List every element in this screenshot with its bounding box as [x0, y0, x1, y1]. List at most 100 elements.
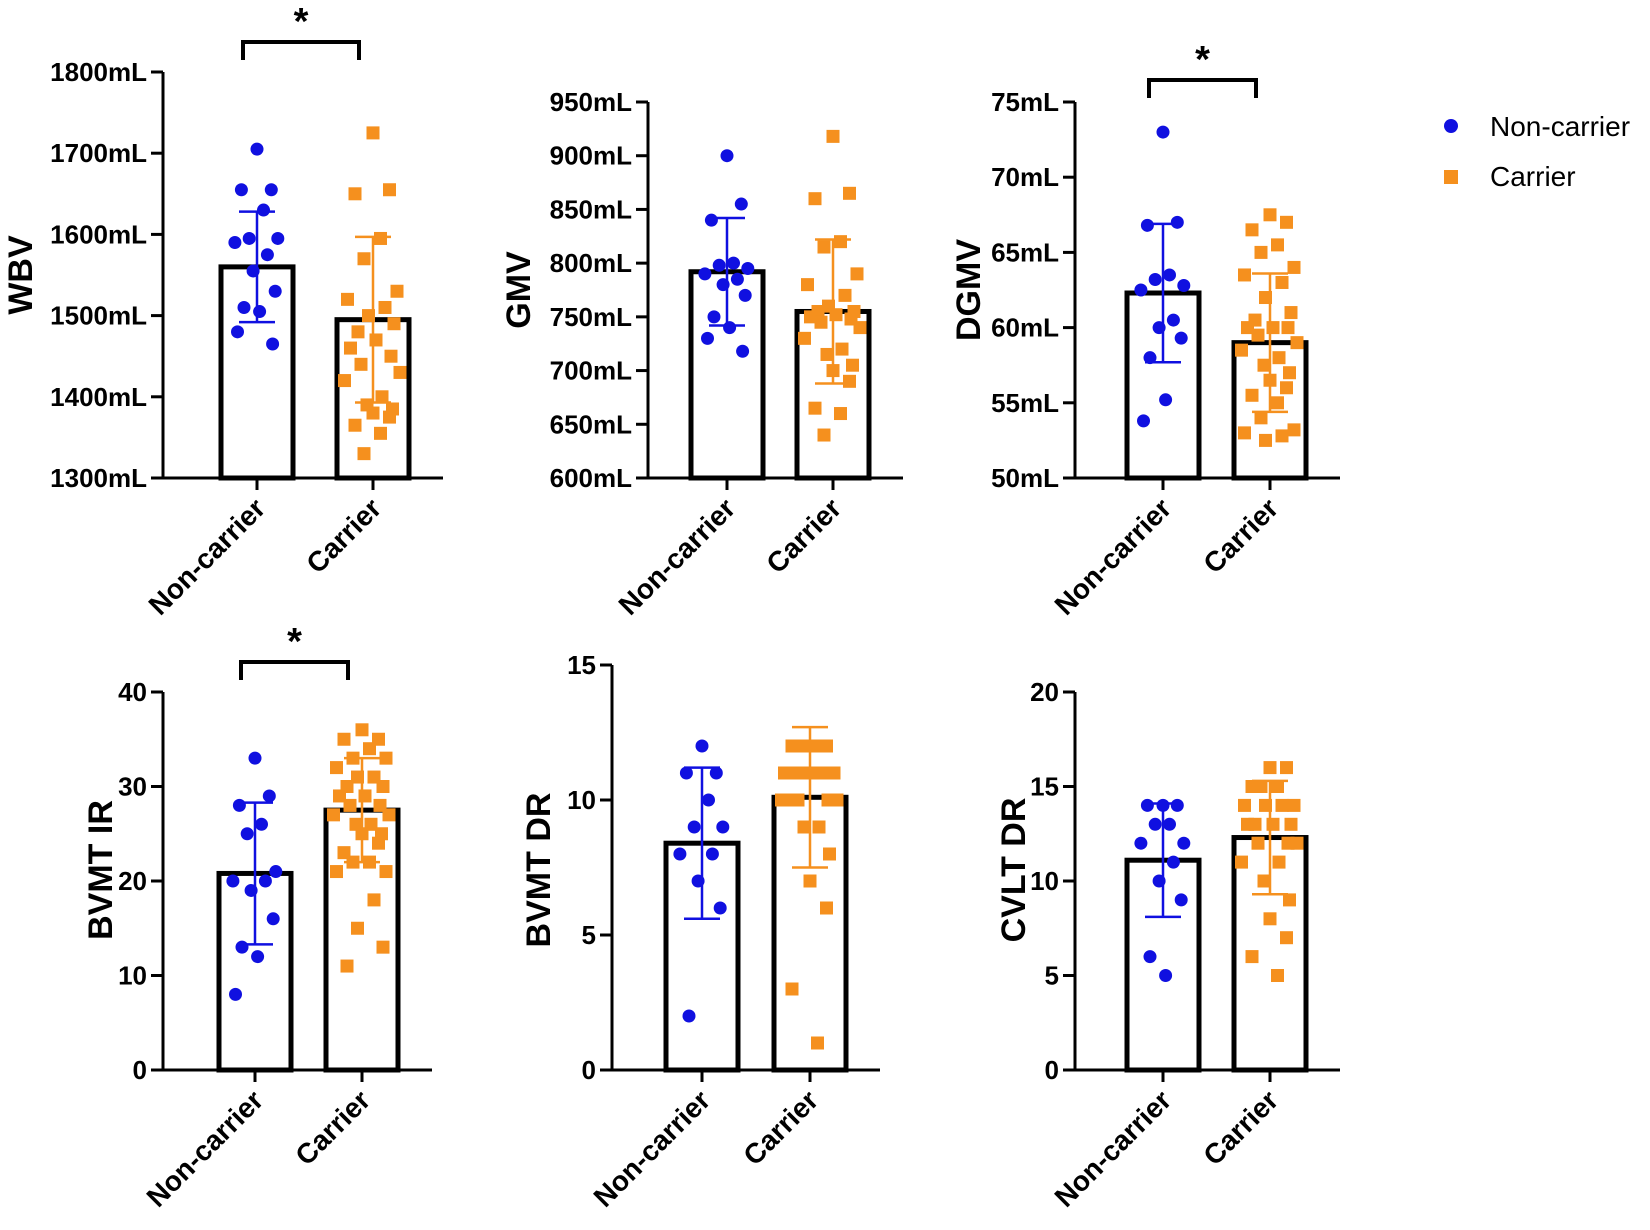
point-noncarrier [687, 820, 701, 834]
point-noncarrier [258, 874, 272, 888]
point-noncarrier [707, 310, 721, 324]
category-label-carrier: Carrier [1197, 1084, 1284, 1171]
significance-star: * [287, 621, 302, 663]
y-tick-label: 0 [582, 1055, 596, 1085]
point-carrier [379, 751, 393, 765]
point-carrier [382, 808, 396, 822]
point-carrier [1263, 761, 1277, 775]
category-label-noncarrier: Non-carrier [588, 1084, 717, 1213]
y-tick-label: 10 [567, 785, 596, 815]
y-tick-label: 0 [1045, 1055, 1059, 1085]
point-carrier [1271, 780, 1284, 793]
point-carrier [1271, 969, 1284, 982]
point-carrier [1280, 215, 1293, 229]
point-carrier [1235, 855, 1248, 869]
point-carrier [393, 365, 407, 379]
point-carrier [367, 893, 381, 907]
point-carrier [785, 982, 799, 996]
point-noncarrier [229, 987, 242, 1001]
point-carrier [387, 317, 401, 331]
y-tick-label: 20 [1030, 677, 1059, 707]
point-noncarrier [1177, 278, 1191, 292]
point-noncarrier [226, 874, 240, 888]
point-noncarrier [237, 300, 251, 314]
point-noncarrier [235, 940, 249, 954]
point-carrier [337, 732, 351, 746]
significance-bracket [239, 660, 350, 680]
point-carrier [1287, 260, 1301, 274]
legend-label-carrier: Carrier [1490, 161, 1576, 192]
point-carrier [1283, 366, 1296, 380]
point-noncarrier [673, 847, 687, 861]
y-tick-label: 5 [582, 920, 596, 950]
point-carrier [1254, 245, 1268, 259]
point-noncarrier [712, 258, 726, 272]
y-tick-label: 1700mL [50, 138, 147, 168]
panel-bvmt-ir: 0 10 20 30 40 Non-carrier Carrier BVMT IR * [82, 621, 432, 1213]
point-carrier [843, 374, 856, 388]
point-carrier [333, 789, 346, 803]
significance-star: * [294, 1, 309, 43]
point-carrier [794, 739, 808, 753]
y-tick-label: 5 [1045, 961, 1059, 991]
point-carrier [1272, 351, 1286, 365]
point-noncarrier [702, 793, 715, 807]
point-carrier [1251, 836, 1265, 850]
point-noncarrier [682, 1009, 696, 1023]
y-tick-label: 40 [118, 677, 147, 707]
panel-bvmt-dr: 0 5 10 15 Non-carrier Carrier BVMT DR [520, 650, 880, 1213]
point-carrier [1235, 343, 1248, 357]
point-noncarrier [240, 827, 254, 841]
category-label-noncarrier: Non-carrier [1049, 1084, 1178, 1213]
point-carrier [1241, 321, 1254, 335]
point-noncarrier [1170, 215, 1184, 229]
point-carrier [1254, 411, 1268, 425]
point-noncarrier [255, 817, 268, 831]
point-carrier [351, 325, 365, 339]
y-tick-label: 55mL [991, 388, 1059, 418]
category-label-carrier: Carrier [289, 1084, 376, 1171]
point-carrier [1259, 433, 1272, 447]
y-tick-label: 700mL [550, 356, 632, 386]
point-noncarrier [1170, 798, 1184, 812]
category-label-noncarrier: Non-carrier [141, 1084, 270, 1213]
point-carrier [806, 766, 820, 780]
point-carrier [1280, 931, 1293, 945]
legend-marker-noncarrier [1444, 119, 1458, 133]
point-carrier [834, 235, 847, 249]
y-axis-label: BVMT DR [520, 793, 558, 948]
point-carrier [358, 789, 372, 803]
point-carrier [838, 288, 852, 302]
y-tick-label: 0 [133, 1055, 147, 1085]
point-carrier [834, 407, 847, 421]
point-noncarrier [716, 820, 730, 834]
point-carrier [363, 742, 376, 756]
point-carrier [348, 187, 362, 201]
point-carrier [1263, 912, 1277, 926]
point-carrier [814, 315, 828, 329]
point-carrier [390, 284, 404, 298]
point-noncarrier [1159, 969, 1173, 982]
y-tick-label: 60mL [991, 313, 1059, 343]
point-carrier [1241, 817, 1254, 831]
point-noncarrier [260, 248, 274, 262]
y-tick-label: 600mL [550, 463, 632, 493]
point-noncarrier [701, 331, 714, 345]
point-carrier [383, 183, 396, 197]
point-noncarrier [248, 751, 262, 765]
y-tick-label: 15 [567, 650, 596, 680]
point-carrier [1287, 798, 1301, 812]
category-label-carrier: Carrier [737, 1084, 824, 1171]
point-carrier [330, 761, 343, 775]
point-carrier [1266, 817, 1280, 831]
point-carrier [811, 739, 824, 753]
point-carrier [846, 358, 859, 372]
point-carrier [1275, 275, 1289, 289]
point-carrier [788, 766, 802, 780]
y-tick-label: 70mL [991, 162, 1059, 192]
point-carrier [351, 921, 364, 935]
point-carrier [378, 300, 392, 314]
point-carrier [341, 292, 354, 306]
point-carrier [383, 410, 396, 424]
